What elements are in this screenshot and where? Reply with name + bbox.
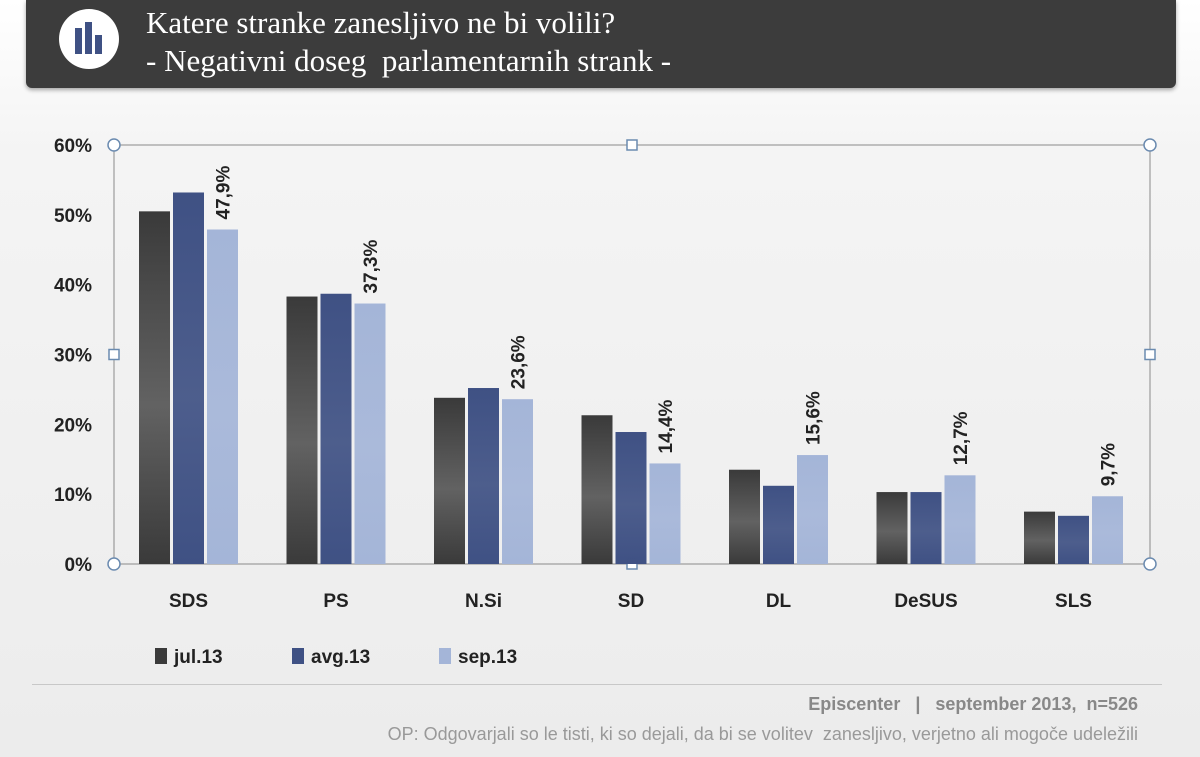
y-tick-label: 50% <box>54 206 92 227</box>
category-label: DeSUS <box>894 591 957 612</box>
edge-resize-handle[interactable] <box>108 348 120 361</box>
bar-ps-sep13 <box>354 303 386 564</box>
category-label: SD <box>618 591 644 612</box>
legend-swatch <box>292 648 304 664</box>
footer-divider <box>32 684 1162 685</box>
bar-sd-avg13 <box>615 432 647 564</box>
data-label: 47,9% <box>214 166 235 220</box>
category-label: DL <box>766 591 792 612</box>
bar-sd-jul13 <box>581 415 613 564</box>
data-label: 37,3% <box>361 240 382 294</box>
y-tick-label: 10% <box>54 485 92 506</box>
bar-desus-sep13 <box>944 475 976 564</box>
y-tick-label: 40% <box>54 276 92 297</box>
category-label: N.Si <box>465 591 502 612</box>
bar-nsi-sep13 <box>502 399 533 564</box>
bar-chart: 0% 10% 20% 30% 40% 50% 60% SDS PS N.Si SD DL DeSUS S… <box>54 136 1157 668</box>
bar-dl-jul13 <box>729 469 760 564</box>
legend-label: jul.13 <box>173 647 223 668</box>
corner-resize-handle[interactable] <box>1143 138 1157 152</box>
legend-swatch <box>439 648 451 664</box>
y-tick-label: 30% <box>54 346 92 367</box>
data-label: 9,7% <box>1099 443 1120 486</box>
data-label: 23,6% <box>509 335 530 389</box>
bar-sds-sep13 <box>207 229 238 564</box>
bar-sd-sep13 <box>649 463 681 564</box>
y-tick-label: 0% <box>65 555 93 576</box>
y-tick-label: 20% <box>54 415 92 436</box>
bar-desus-avg13 <box>910 492 942 564</box>
edge-resize-handle[interactable] <box>626 139 638 151</box>
corner-resize-handle[interactable] <box>107 138 121 152</box>
bar-nsi-avg13 <box>468 388 499 564</box>
bar-ps-avg13 <box>320 293 352 564</box>
footnote-text: OP: Odgovarjali so le tisti, ki so dejal… <box>387 724 1138 744</box>
title-line-2: - Negativni doseg parlamentarnih strank … <box>146 43 672 78</box>
legend-swatch <box>155 648 167 664</box>
bar-sds-avg13 <box>173 192 204 564</box>
bar-dl-sep13 <box>797 455 828 564</box>
bar-desus-jul13 <box>876 492 908 564</box>
bar-sls-jul13 <box>1024 511 1055 564</box>
bar-sds-jul13 <box>139 211 170 564</box>
edge-resize-handle[interactable] <box>1144 348 1156 361</box>
bar-sls-sep13 <box>1092 496 1123 564</box>
bar-sls-avg13 <box>1058 515 1089 564</box>
corner-resize-handle[interactable] <box>1143 557 1157 571</box>
category-label: SLS <box>1055 591 1092 612</box>
chart-title: Katere stranke zanesljivo ne bi volili? … <box>146 4 671 80</box>
category-label: PS <box>323 591 348 612</box>
bar-ps-jul13 <box>286 296 318 564</box>
header-bar: Katere stranke zanesljivo ne bi volili? … <box>26 0 1176 88</box>
legend-label: sep.13 <box>458 647 517 668</box>
source-text: Episcenter | september 2013, n=526 <box>808 694 1138 714</box>
y-tick-label: 60% <box>54 136 92 157</box>
title-line-1: Katere stranke zanesljivo ne bi volili? <box>146 5 616 40</box>
data-label: 12,7% <box>951 411 972 465</box>
category-label: SDS <box>169 591 208 612</box>
bar-chart-icon <box>59 9 119 69</box>
bar-nsi-jul13 <box>434 397 465 564</box>
bar-dl-avg13 <box>763 485 794 564</box>
corner-resize-handle[interactable] <box>107 557 121 571</box>
data-label: 15,6% <box>804 391 825 445</box>
data-label: 14,4% <box>656 399 677 453</box>
legend-label: avg.13 <box>311 647 370 668</box>
